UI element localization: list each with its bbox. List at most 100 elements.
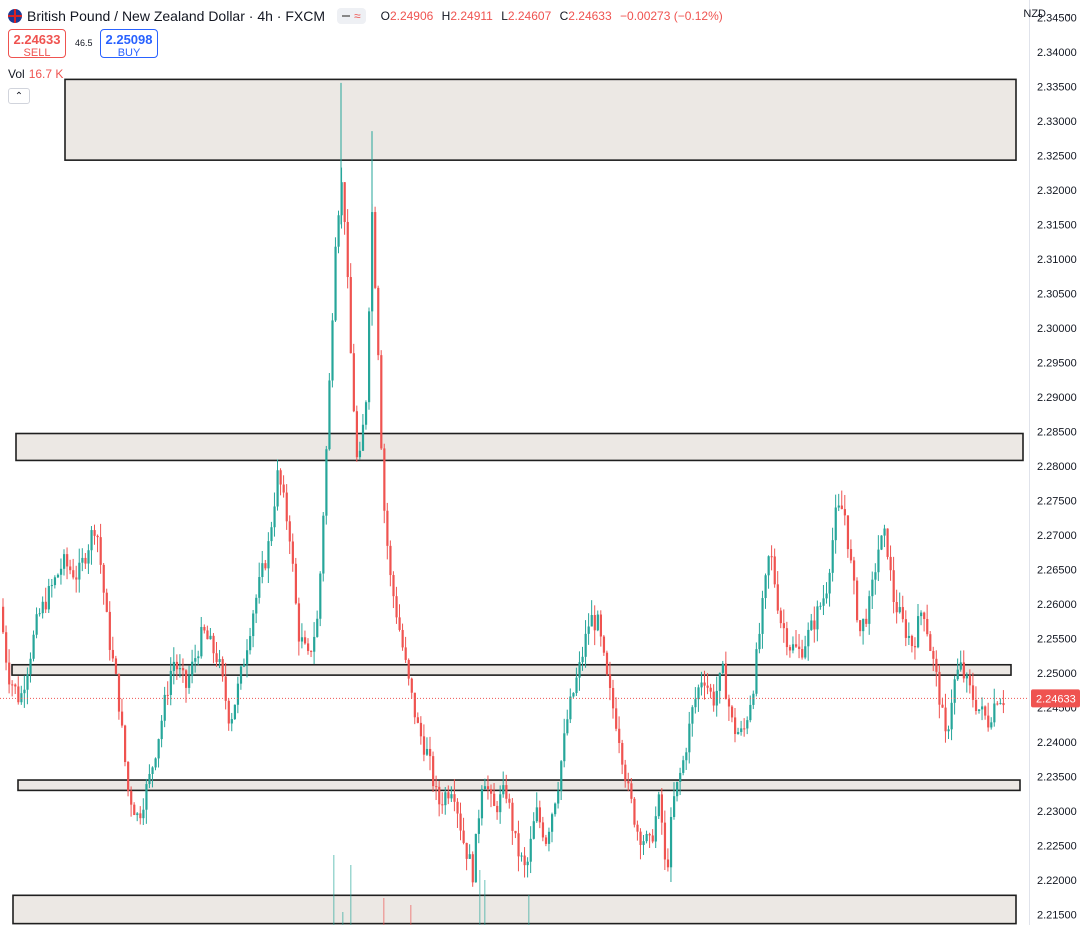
candle-body — [880, 535, 883, 550]
candle-body — [572, 693, 575, 697]
candle-body — [673, 796, 676, 817]
candle-body — [483, 786, 487, 789]
price-tick-label: 2.24000 — [1037, 737, 1077, 749]
candle-body — [691, 707, 694, 724]
candle-body — [941, 704, 944, 708]
candle-body — [770, 556, 773, 558]
candle-body — [526, 861, 529, 866]
collapse-legend-button[interactable]: ⌃ — [8, 88, 30, 104]
candle-body — [514, 830, 517, 834]
candle-body — [669, 816, 673, 868]
chevron-down-icon[interactable]: ⌄ — [1064, 8, 1072, 18]
candle-body — [8, 662, 11, 685]
chevron-up-icon: ⌃ — [14, 91, 24, 102]
sell-button[interactable]: 2.24633 SELL — [8, 29, 66, 59]
candle-body — [740, 728, 743, 733]
candle-body — [26, 674, 29, 690]
candle-body — [508, 798, 511, 803]
candle-body — [261, 563, 264, 578]
candle-body — [127, 762, 130, 791]
candle-body — [993, 703, 996, 723]
price-tick-label: 2.30500 — [1037, 288, 1077, 300]
candle-body — [700, 682, 703, 688]
candle-body — [615, 708, 618, 729]
candle-body — [178, 668, 182, 670]
symbol-title[interactable]: British Pound / New Zealand Dollar · 4h … — [27, 8, 325, 24]
candle-body — [557, 790, 560, 804]
candle-body — [749, 704, 752, 721]
price-tick-label: 2.25500 — [1037, 634, 1077, 646]
candle-body — [288, 521, 291, 542]
high-value: 2.24911 — [450, 9, 493, 23]
candle-body — [926, 618, 929, 635]
candle-body — [694, 699, 697, 708]
candle-body — [325, 449, 328, 516]
candle-body — [602, 636, 606, 653]
zone-2[interactable] — [15, 432, 1024, 462]
volume-bar — [484, 880, 486, 925]
candle-body — [795, 644, 798, 647]
candle-body — [785, 628, 789, 648]
candle-body — [422, 736, 426, 755]
candle-body — [136, 813, 139, 816]
candle-body — [618, 728, 621, 743]
candle-body — [862, 618, 865, 632]
candle-body — [337, 215, 340, 247]
candle-body — [468, 854, 471, 859]
candle-body — [825, 593, 828, 599]
candle-body — [310, 650, 313, 652]
candle-body — [788, 647, 792, 651]
zone-4[interactable] — [17, 779, 1021, 792]
last-price-tag — [1031, 689, 1080, 708]
candle-body — [105, 592, 108, 612]
price-tick-label: 2.33500 — [1037, 81, 1077, 93]
candle-body — [66, 554, 69, 567]
zone-1[interactable] — [64, 78, 1017, 161]
buy-button[interactable]: 2.25098 BUY — [100, 29, 158, 59]
price-tick-label: 2.23000 — [1037, 806, 1077, 818]
candle-body — [273, 506, 276, 528]
candle-body — [416, 717, 419, 723]
candle-body — [368, 311, 371, 403]
candle-body — [297, 603, 301, 642]
price-axis[interactable]: 2.34500 2.34000 2.33500 2.33000 2.32500 2.320… — [1031, 12, 1080, 922]
candle-body — [294, 563, 297, 604]
price-tick-label: 2.25000 — [1037, 668, 1077, 680]
candle-body — [837, 505, 840, 508]
candle-body — [493, 793, 496, 806]
candle-body — [590, 615, 593, 627]
zone-3[interactable] — [11, 663, 1012, 676]
candle-body — [371, 212, 374, 312]
candle-body — [114, 658, 118, 674]
candle-body — [630, 783, 633, 799]
zone-5[interactable] — [12, 894, 1017, 925]
candle-body — [910, 635, 914, 647]
candle-body — [865, 618, 868, 624]
candle-body — [496, 805, 499, 813]
candle-body — [773, 556, 776, 585]
candle-body — [874, 572, 877, 580]
candle-body — [160, 720, 163, 740]
currency-selector[interactable]: NZD — [1023, 8, 1046, 20]
volume-label: Vol — [8, 67, 25, 81]
candle-body — [913, 646, 917, 648]
market-status-pill[interactable]: ≈ — [337, 8, 366, 24]
candle-body — [81, 557, 84, 563]
candle-body — [932, 650, 935, 659]
zone-layer — [11, 78, 1024, 925]
candle-body — [343, 182, 346, 222]
candle-body — [901, 607, 904, 620]
candle-body — [29, 658, 32, 675]
price-tick-label: 2.26000 — [1037, 599, 1077, 611]
candle-body — [169, 670, 172, 695]
candle-body — [404, 647, 407, 660]
price-tick-label: 2.34500 — [1037, 12, 1077, 24]
price-tick-label: 2.31000 — [1037, 254, 1077, 266]
candle-body — [212, 635, 215, 654]
candle-body — [380, 355, 383, 449]
price-tick-label: 2.32000 — [1037, 185, 1077, 197]
candle-body — [181, 668, 185, 671]
candle-body — [971, 685, 975, 700]
candle-body — [276, 470, 279, 507]
